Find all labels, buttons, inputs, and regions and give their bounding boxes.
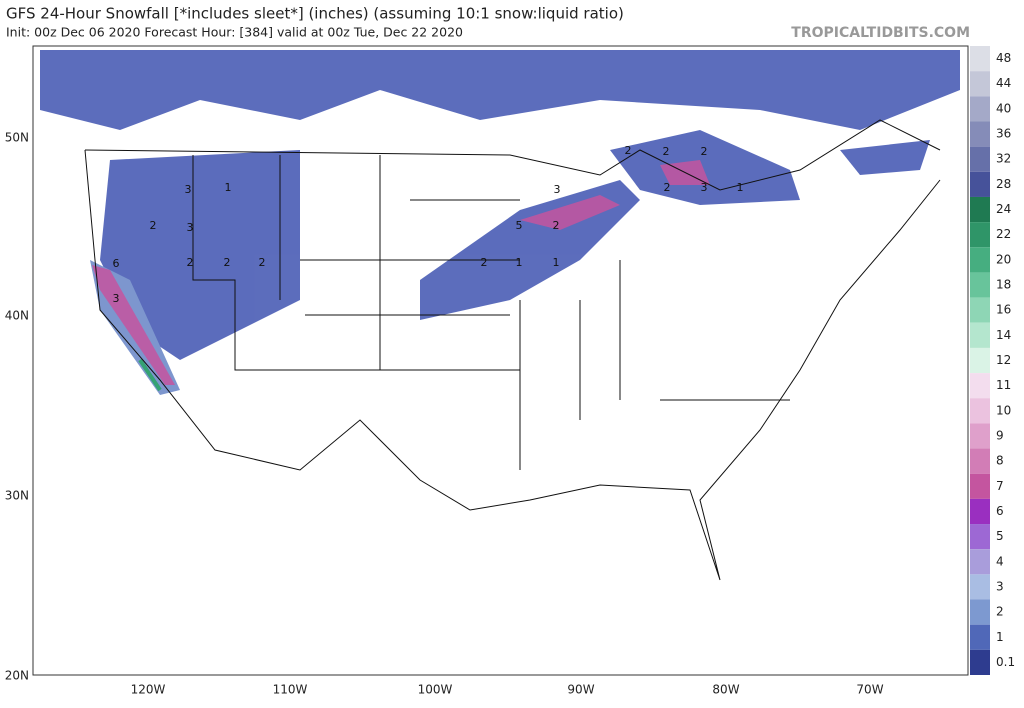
colorbar-swatch: [970, 373, 990, 399]
colorbar-swatch: [970, 574, 990, 600]
peak-snow: [138, 358, 162, 392]
contour-label: 2: [224, 256, 231, 269]
contour-label: 3: [113, 292, 120, 305]
colorbar-label: 1: [996, 630, 1004, 644]
colorbar-label: 0.1: [996, 655, 1015, 669]
lon-label: 90W: [567, 683, 594, 697]
contour-label: 3: [554, 183, 561, 196]
colorbar-label: 40: [996, 101, 1011, 115]
colorbar-label: 3: [996, 579, 1004, 593]
colorbar-label: 10: [996, 403, 1011, 417]
lon-label: 110W: [273, 683, 308, 697]
colorbar-swatch: [970, 96, 990, 122]
colorbar-swatch: [970, 524, 990, 550]
colorbar-swatch: [970, 549, 990, 575]
contour-label: 2: [187, 256, 194, 269]
title: GFS 24-Hour Snowfall [*includes sleet*] …: [6, 5, 624, 23]
colorbar-swatch: [970, 71, 990, 97]
colorbar-label: 2: [996, 605, 1004, 619]
contour-label: 2: [259, 256, 266, 269]
colorbar-label: 44: [996, 76, 1011, 90]
colorbar-swatch: [970, 46, 990, 72]
colorbar-label: 8: [996, 454, 1004, 468]
contour-label: 2: [663, 145, 670, 158]
colorbar-swatch: [970, 649, 990, 675]
colorbar-swatch: [970, 624, 990, 650]
contour-label: 2: [481, 256, 488, 269]
contour-label: 2: [664, 181, 671, 194]
colorbar-swatch: [970, 473, 990, 499]
colorbar-label: 20: [996, 252, 1011, 266]
lon-label: 80W: [712, 683, 739, 697]
contour-label: 1: [737, 181, 744, 194]
brand: TROPICALTIDBITS.COM: [791, 25, 970, 41]
colorbar-label: 28: [996, 177, 1011, 191]
colorbar-swatch: [970, 347, 990, 374]
colorbar: 4844403632282422201816141211109876543210…: [970, 46, 1015, 675]
colorbar-swatch: [970, 146, 990, 172]
colorbar-swatch: [970, 498, 990, 525]
contour-label: 3: [701, 181, 708, 194]
borders: [84, 119, 941, 581]
colorbar-swatch: [970, 196, 990, 223]
lat-label: 40N: [5, 309, 29, 323]
contour-label: 6: [113, 257, 120, 270]
colorbar-label: 6: [996, 504, 1004, 518]
colorbar-swatch: [970, 121, 990, 147]
lat-label: 30N: [5, 489, 29, 503]
contour-label: 3: [185, 183, 192, 196]
colorbar-label: 4: [996, 554, 1004, 568]
colorbar-swatch: [970, 222, 990, 248]
colorbar-swatch: [970, 272, 990, 298]
colorbar-swatch: [970, 448, 990, 474]
colorbar-label: 18: [996, 278, 1011, 292]
colorbar-swatch: [970, 297, 990, 323]
colorbar-label: 24: [996, 202, 1011, 216]
colorbar-label: 32: [996, 152, 1011, 166]
colorbar-label: 12: [996, 353, 1011, 367]
contour-label: 5: [516, 219, 523, 232]
colorbar-label: 11: [996, 378, 1011, 392]
colorbar-label: 7: [996, 479, 1004, 493]
colorbar-swatch: [970, 423, 990, 449]
contour-label: 1: [553, 256, 560, 269]
lat-label: 50N: [5, 131, 29, 145]
colorbar-swatch: [970, 599, 990, 625]
colorbar-swatch: [970, 171, 990, 197]
map-frame: [32, 45, 969, 676]
colorbar-label: 22: [996, 227, 1011, 241]
lon-label: 120W: [131, 683, 166, 697]
colorbar-swatch: [970, 398, 990, 424]
colorbar-label: 5: [996, 529, 1004, 543]
colorbar-label: 14: [996, 328, 1011, 342]
contour-label: 2: [625, 144, 632, 157]
colorbar-label: 16: [996, 303, 1011, 317]
lon-label: 70W: [856, 683, 883, 697]
contour-label: 1: [516, 256, 523, 269]
contour-label: 2: [150, 219, 157, 232]
colorbar-label: 9: [996, 428, 1004, 442]
contour-label: 3: [187, 221, 194, 234]
colorbar-swatch: [970, 322, 990, 348]
colorbar-swatch: [970, 247, 990, 273]
contour-label: 2: [553, 219, 560, 232]
subtitle: Init: 00z Dec 06 2020 Forecast Hour: [38…: [6, 25, 463, 40]
colorbar-label: 48: [996, 51, 1011, 65]
lat-label: 20N: [5, 669, 29, 683]
colorbar-label: 36: [996, 127, 1011, 141]
lon-label: 100W: [418, 683, 453, 697]
contour-label: 1: [225, 181, 232, 194]
contour-label: 2: [701, 145, 708, 158]
